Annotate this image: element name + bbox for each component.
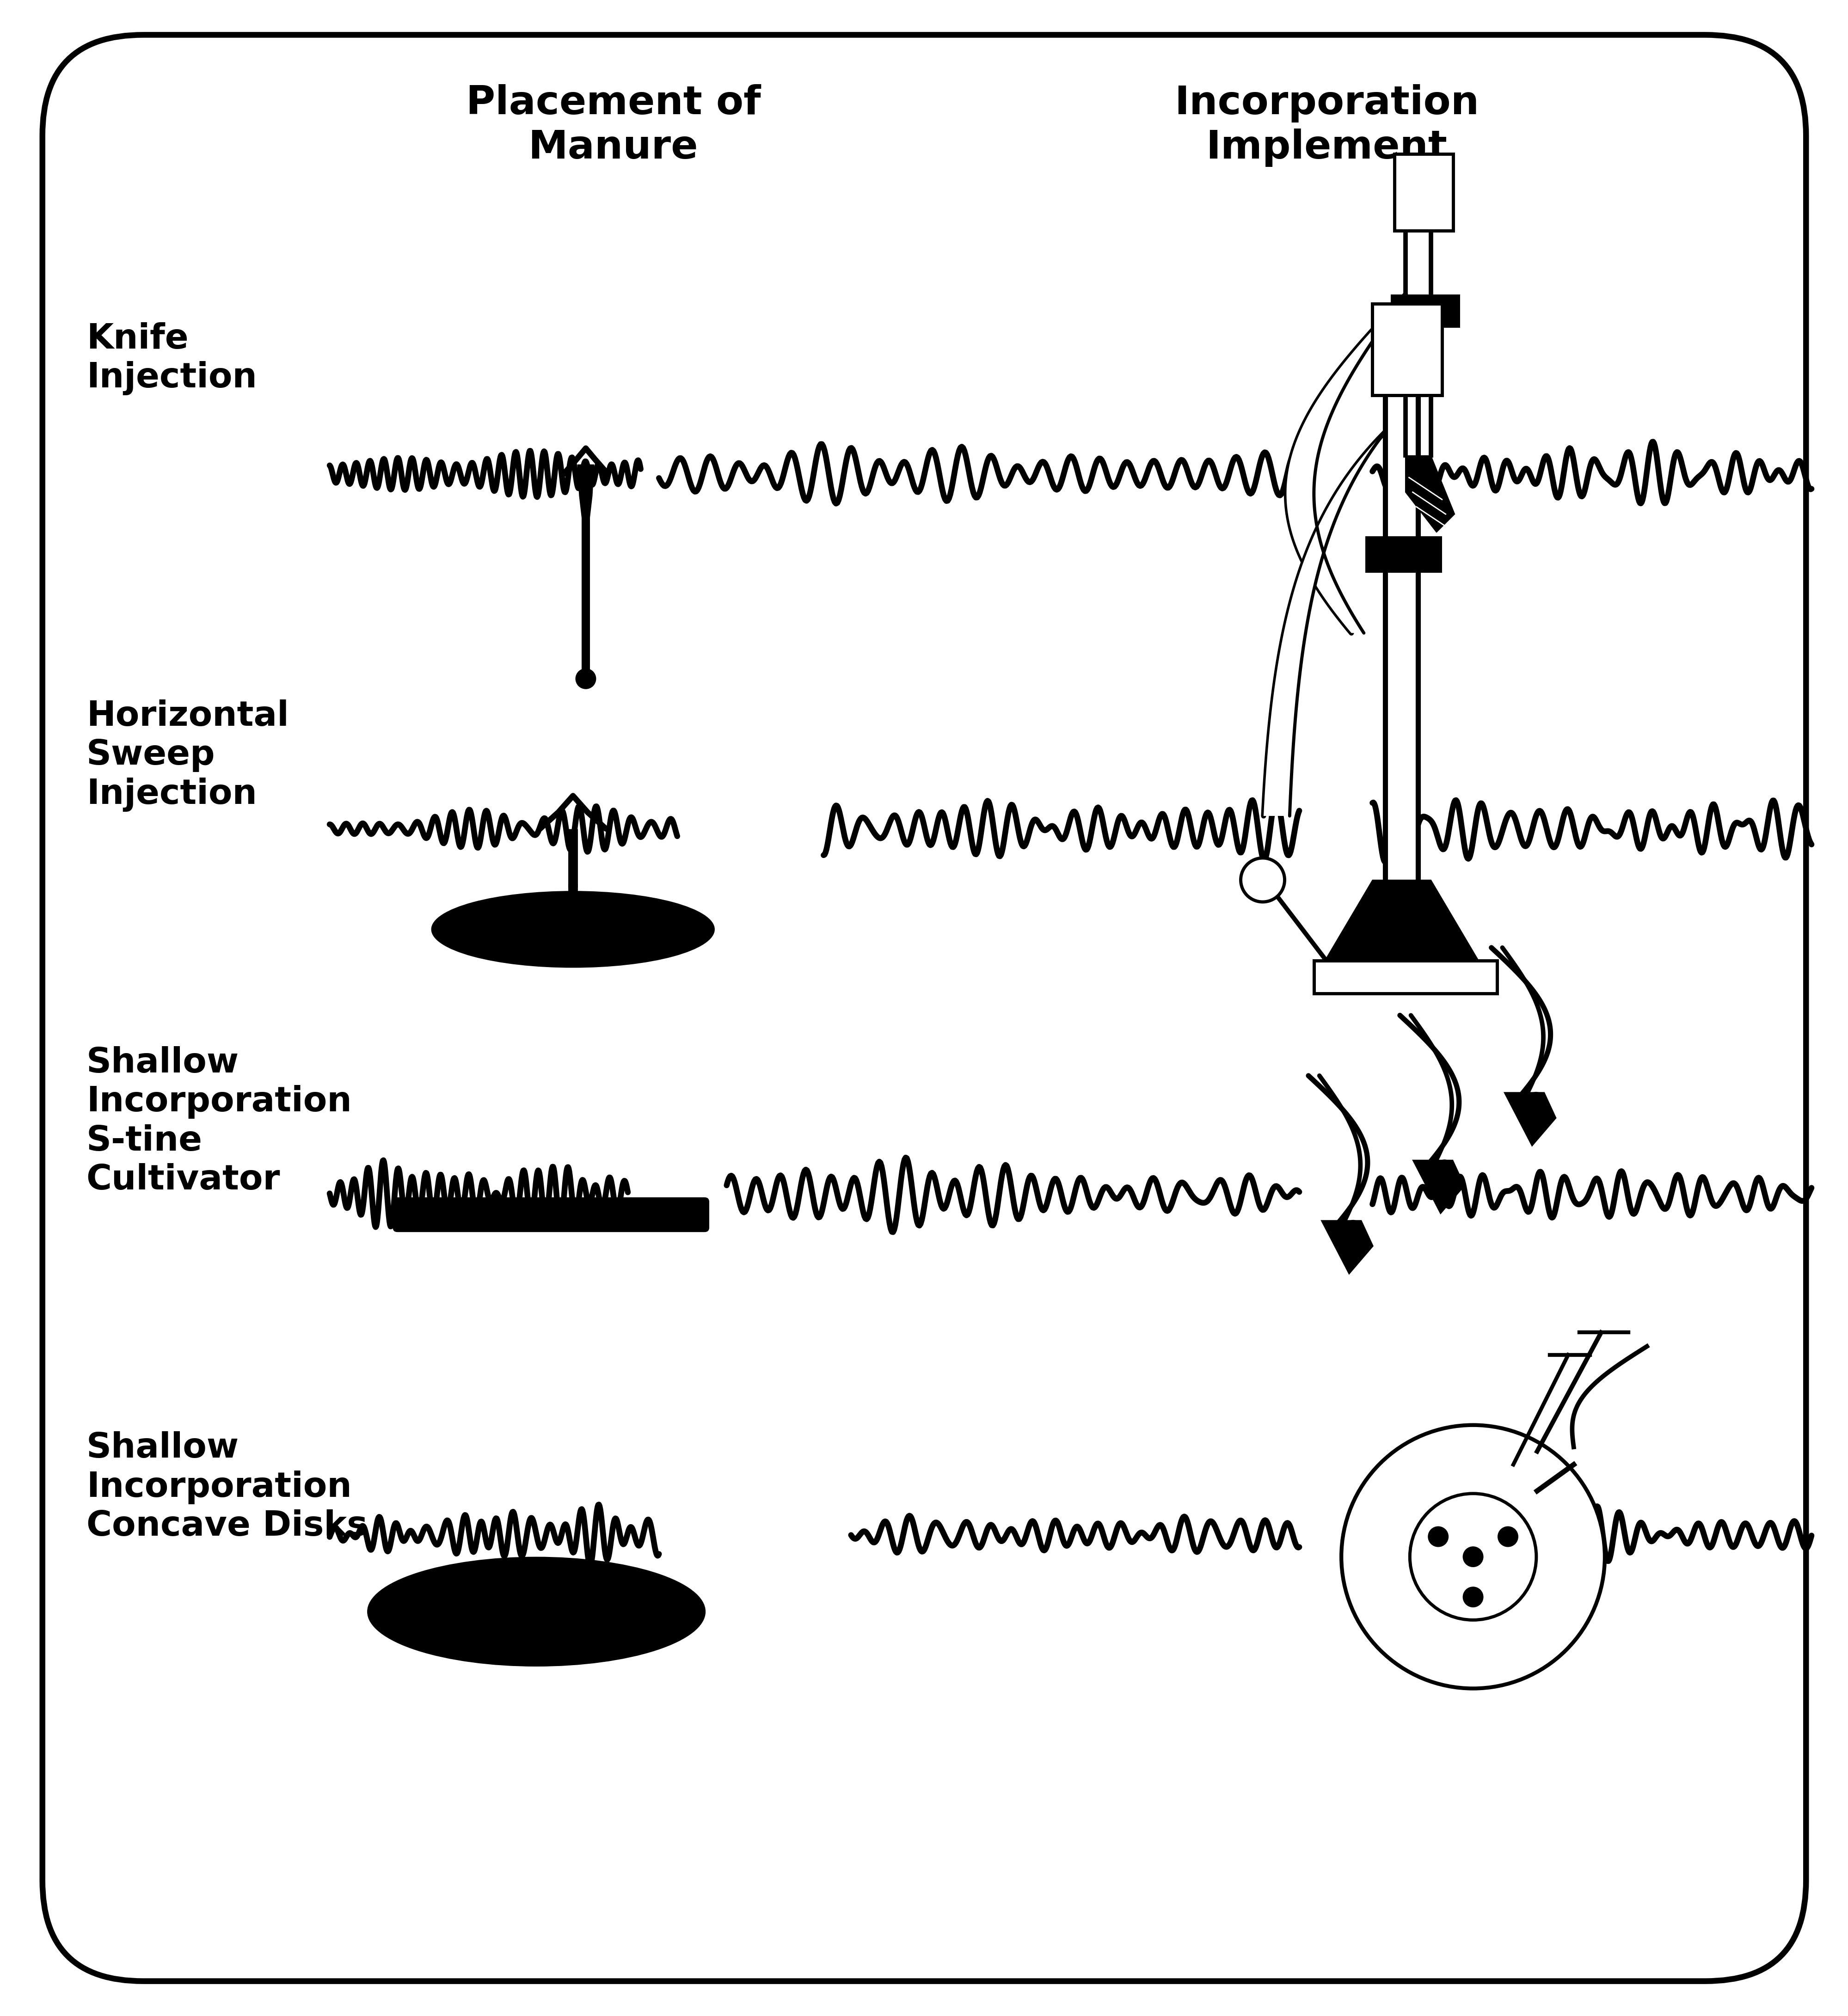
Polygon shape: [1491, 948, 1550, 1103]
Circle shape: [1462, 1546, 1482, 1566]
Circle shape: [1497, 1526, 1517, 1546]
Bar: [1366, 536, 1441, 573]
Text: Horizontal
Sweep
Injection: Horizontal Sweep Injection: [87, 700, 288, 812]
Polygon shape: [1264, 431, 1384, 816]
Bar: [1384, 395, 1417, 879]
Text: Shallow
Incorporation
Concave Disks: Shallow Incorporation Concave Disks: [87, 1431, 368, 1542]
Circle shape: [575, 669, 595, 689]
Polygon shape: [1308, 1077, 1368, 1232]
Polygon shape: [1323, 1222, 1371, 1272]
Polygon shape: [1325, 879, 1478, 960]
Polygon shape: [1399, 1016, 1458, 1171]
Circle shape: [1410, 1494, 1536, 1621]
Text: Incorporation
Implement: Incorporation Implement: [1173, 85, 1478, 167]
Bar: [1314, 960, 1497, 994]
FancyBboxPatch shape: [392, 1198, 710, 1232]
Bar: [1404, 230, 1430, 456]
Polygon shape: [1404, 456, 1454, 532]
Bar: [1371, 304, 1441, 395]
Polygon shape: [577, 466, 593, 550]
FancyBboxPatch shape: [43, 34, 1805, 1982]
Circle shape: [1438, 1159, 1451, 1175]
Circle shape: [1429, 1526, 1449, 1546]
Ellipse shape: [431, 891, 715, 968]
Circle shape: [1342, 1425, 1604, 1689]
Text: Shallow
Incorporation
S-tine
Cultivator: Shallow Incorporation S-tine Cultivator: [87, 1046, 351, 1198]
Polygon shape: [1416, 1161, 1462, 1212]
Polygon shape: [1286, 294, 1404, 633]
Bar: [1393, 153, 1453, 230]
Bar: [1390, 294, 1460, 327]
Circle shape: [1528, 1093, 1543, 1107]
Circle shape: [1462, 1587, 1482, 1607]
Ellipse shape: [368, 1556, 706, 1667]
Polygon shape: [1506, 1095, 1554, 1143]
Text: Placement of
Manure: Placement of Manure: [466, 85, 760, 167]
Circle shape: [1345, 1220, 1360, 1236]
Text: Knife
Injection: Knife Injection: [87, 323, 257, 395]
Circle shape: [1240, 859, 1284, 901]
